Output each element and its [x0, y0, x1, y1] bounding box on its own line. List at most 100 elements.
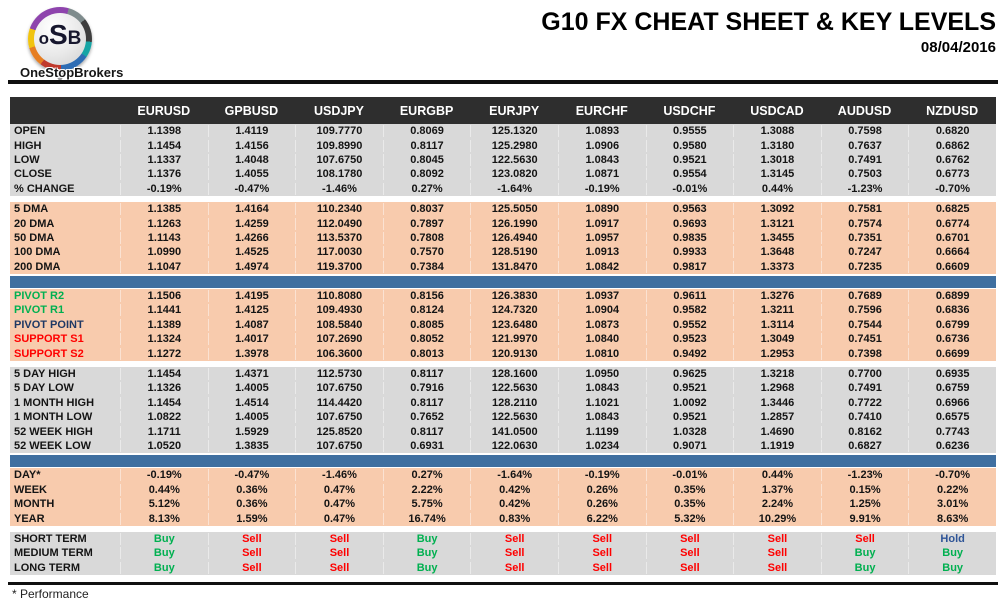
- cell: 0.9611: [645, 290, 734, 303]
- cell: 1.3092: [733, 203, 821, 216]
- cell: 1.0950: [557, 368, 646, 381]
- cell: 0.42%: [470, 483, 558, 496]
- cell: 1.0957: [557, 231, 646, 244]
- cell: 8.13%: [120, 512, 208, 525]
- cell: 3.01%: [908, 498, 996, 511]
- cell: 0.6836: [908, 304, 996, 317]
- cell: 0.44%: [733, 469, 821, 482]
- cell: 128.5190: [470, 246, 558, 259]
- cell: 1.1326: [120, 382, 208, 395]
- cell: 0.6799: [908, 318, 996, 331]
- cell: 1.1919: [733, 440, 821, 452]
- table-row: 5 DAY HIGH 1.1454 1.4371 112.5730 0.8117 128.…: [10, 367, 996, 381]
- cell: 1.1506: [120, 290, 208, 303]
- cell: 1.0092: [645, 396, 734, 409]
- cell: Buy: [820, 561, 909, 574]
- cell: 1.1385: [120, 203, 208, 216]
- cell: 6.22%: [557, 512, 646, 525]
- section-gap: [10, 525, 996, 532]
- cell: -0.01%: [645, 182, 734, 195]
- cell: 1.3211: [733, 304, 821, 317]
- table-header-row: EURUSD GPBUSD USDJPY EURGBP EURJPY EURCHF USDC…: [10, 97, 996, 124]
- cell: 0.15%: [820, 483, 909, 496]
- cell: 0.8117: [382, 425, 471, 438]
- cell: 0.8092: [382, 168, 471, 181]
- cell: 1.4690: [733, 425, 821, 438]
- cell: 1.0871: [557, 168, 646, 181]
- cell: 5.75%: [382, 498, 471, 511]
- cell: 1.2968: [733, 382, 821, 395]
- cell: 1.4005: [207, 411, 296, 424]
- cell: 108.1780: [295, 168, 383, 181]
- cell: -0.47%: [207, 469, 296, 482]
- cell: 107.6750: [295, 411, 383, 424]
- cell: Sell: [645, 547, 734, 560]
- footer-divider: [8, 582, 998, 585]
- cell: 109.8990: [295, 139, 383, 152]
- cell: 1.1021: [557, 396, 646, 409]
- cell: 5.32%: [645, 512, 734, 525]
- cell: 0.47%: [295, 483, 383, 496]
- table-row: LONG TERM Buy Sell Sell Buy Sell Sell Sell Sell B…: [10, 561, 996, 575]
- row-label: 52 WEEK LOW: [14, 440, 92, 452]
- cell: 1.3455: [733, 231, 821, 244]
- cell: 0.7598: [820, 125, 909, 138]
- row-label: LOW: [14, 153, 40, 166]
- cell: 126.4940: [470, 231, 558, 244]
- cell: 1.0822: [120, 411, 208, 424]
- cell: 1.25%: [820, 498, 909, 511]
- cell: 1.4195: [207, 290, 296, 303]
- logo-letter-b: B: [67, 28, 82, 49]
- cell: 0.9492: [645, 347, 734, 360]
- table-row: SHORT TERM Buy Sell Sell Buy Sell Sell Sell Sell…: [10, 532, 996, 546]
- column-header-eurusd: EURUSD: [137, 103, 191, 118]
- cell: 1.4055: [207, 168, 296, 181]
- cell: 0.8052: [382, 333, 471, 346]
- cell: 1.0890: [557, 203, 646, 216]
- section-pivots: PIVOT R2 1.1506 1.4195 110.8080 0.8156 126.38…: [10, 288, 996, 361]
- cell: 1.0843: [557, 153, 646, 166]
- cell: 122.0630: [470, 440, 558, 452]
- logo-letter-s: S: [48, 19, 68, 50]
- cell: 0.9563: [645, 203, 734, 216]
- section-gap: [10, 195, 996, 202]
- row-label: SUPPORT S1: [14, 333, 84, 346]
- cell: 0.7235: [820, 260, 909, 273]
- table-row: MEDIUM TERM Buy Sell Sell Buy Sell Sell Sell Sel…: [10, 546, 996, 560]
- cell: 0.9817: [645, 260, 734, 273]
- row-label: 200 DMA: [14, 260, 61, 273]
- row-label: MONTH: [14, 498, 55, 511]
- column-header-eurchf: EURCHF: [575, 103, 628, 118]
- cell: 1.3121: [733, 217, 821, 230]
- cell: -1.64%: [470, 182, 558, 195]
- cell: 0.6736: [908, 333, 996, 346]
- table-row: 52 WEEK LOW 1.0520 1.3835 107.6750 0.6931 122…: [10, 439, 996, 453]
- report-date: 08/04/2016: [920, 39, 996, 56]
- cell: 1.59%: [207, 512, 296, 525]
- row-label: 100 DMA: [14, 246, 61, 259]
- cell: 1.0913: [557, 246, 646, 259]
- cell: 1.4974: [207, 260, 296, 273]
- row-label: DAY*: [14, 469, 41, 482]
- cell: 1.0937: [557, 290, 646, 303]
- row-label: 20 DMA: [14, 217, 55, 230]
- cell: 1.0520: [120, 440, 208, 452]
- table-row: % CHANGE -0.19% -0.47% -1.46% 0.27% -1.64% -0.…: [10, 182, 996, 196]
- cell: 1.1324: [120, 333, 208, 346]
- cell: 0.6966: [908, 396, 996, 409]
- column-header-nzdusd: NZDUSD: [926, 103, 979, 118]
- cell: 0.9552: [645, 318, 734, 331]
- cell: 1.1711: [120, 425, 208, 438]
- header-divider: [8, 80, 998, 84]
- cell: 16.74%: [382, 512, 471, 525]
- cell: 1.1263: [120, 217, 208, 230]
- cell: 1.3218: [733, 368, 821, 381]
- cell: 1.2953: [733, 347, 821, 360]
- cell: 0.7351: [820, 231, 909, 244]
- cell: Buy: [120, 547, 208, 560]
- cell: 0.8117: [382, 368, 471, 381]
- table-row: LOW 1.1337 1.4048 107.6750 0.8045 122.5630 1.0…: [10, 153, 996, 167]
- cell: 1.0842: [557, 260, 646, 273]
- cell: 1.1454: [120, 139, 208, 152]
- cell: 0.6862: [908, 139, 996, 152]
